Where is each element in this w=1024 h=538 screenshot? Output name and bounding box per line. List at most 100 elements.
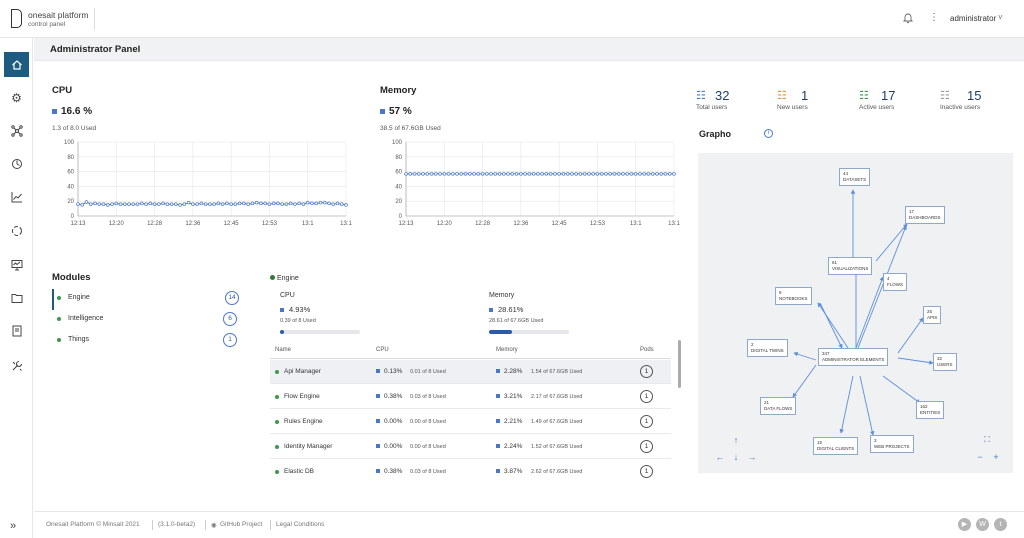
cpu-swatch bbox=[376, 444, 380, 449]
sidebar-item-files[interactable] bbox=[4, 285, 29, 310]
chevron-down-icon[interactable]: ˅ bbox=[998, 13, 1003, 22]
footer-legal-link[interactable]: Legal Conditions bbox=[276, 521, 325, 528]
node-count: 25 bbox=[927, 309, 933, 314]
graph-node-entities[interactable]: 162 ENTITIES bbox=[916, 401, 945, 419]
status-dot bbox=[57, 296, 61, 300]
cpu-swatch bbox=[376, 369, 380, 374]
zoom-in-icon[interactable]: + bbox=[993, 452, 999, 462]
data-point bbox=[195, 202, 199, 206]
data-point bbox=[331, 202, 335, 206]
graph-node-users[interactable]: 32 USERS bbox=[933, 353, 957, 371]
table-row[interactable]: Flow Engine 0.38% 0.03 of 8 Used 3.21% 2… bbox=[270, 385, 671, 409]
module-item-intelligence[interactable]: Intelligence 6 bbox=[52, 310, 242, 331]
data-point bbox=[127, 202, 131, 206]
x-tick-label: 12:28 bbox=[147, 221, 163, 227]
row-pods[interactable]: 1 bbox=[640, 390, 653, 403]
sidebar-item-tools[interactable] bbox=[4, 353, 29, 378]
x-tick-label: 13:1 bbox=[340, 221, 352, 227]
sidebar-item-home[interactable] bbox=[4, 52, 29, 77]
sidebar-item-docs[interactable] bbox=[4, 318, 29, 343]
graph-node-data-flows[interactable]: 21 DATA FLOWS bbox=[760, 397, 797, 415]
node-count: 17 bbox=[909, 209, 915, 214]
sidebar-item-graph[interactable] bbox=[4, 218, 29, 243]
row-pods[interactable]: 1 bbox=[640, 415, 653, 428]
data-point bbox=[489, 172, 493, 176]
data-point bbox=[629, 172, 634, 176]
graph-node-datasets[interactable]: 44 DATASETS bbox=[839, 168, 871, 186]
pan-right-icon[interactable]: → bbox=[747, 452, 757, 462]
node-count: 44 bbox=[843, 171, 849, 176]
youtube-icon[interactable]: ▶ bbox=[958, 518, 971, 531]
engine-cpu-label: CPU bbox=[280, 292, 295, 299]
github-icon: ◉ bbox=[211, 522, 217, 529]
sidebar-item-settings[interactable]: ⚙ bbox=[4, 85, 29, 110]
graph-node-digital-twins[interactable]: 2 DIGITAL TWINS bbox=[747, 339, 788, 357]
fit-view-icon[interactable]: ⛶ bbox=[984, 435, 990, 444]
stat-label: Inactive users bbox=[940, 104, 981, 111]
data-point bbox=[276, 201, 280, 206]
data-point bbox=[271, 201, 276, 206]
data-point bbox=[169, 202, 174, 206]
network-icon bbox=[10, 124, 23, 137]
wordpress-icon[interactable]: W bbox=[976, 518, 989, 531]
table-row[interactable]: Api Manager 0.13% 0.01 of 8 Used 2.28% 1… bbox=[270, 360, 671, 384]
node-count: 21 bbox=[764, 400, 770, 405]
pan-up-icon[interactable]: ↑ bbox=[733, 435, 739, 445]
logo-divider bbox=[94, 8, 95, 30]
graph-node-apis[interactable]: 25 APIS bbox=[923, 306, 942, 324]
zoom-out-icon[interactable]: − bbox=[977, 452, 983, 462]
node-label: DIGITAL TWINS bbox=[751, 348, 784, 353]
sidebar-item-dashboards[interactable] bbox=[4, 151, 29, 176]
table-row[interactable]: Elastic DB 0.38% 0.03 of 8 Used 3.87% 2.… bbox=[270, 460, 671, 484]
y-tick-label: 80 bbox=[395, 155, 402, 161]
row-pods[interactable]: 1 bbox=[640, 365, 653, 378]
row-cpu: 0.13% bbox=[376, 368, 402, 375]
line-chart-icon bbox=[11, 191, 22, 202]
row-cpu-text: 0.38% bbox=[384, 393, 403, 400]
x-tick-label: 12:45 bbox=[224, 221, 240, 227]
info-icon[interactable]: i bbox=[764, 129, 773, 138]
pan-down-icon[interactable]: ↓ bbox=[733, 452, 739, 462]
table-row[interactable]: Rules Engine 0.00% 0.00 of 8 Used 2.21% … bbox=[270, 410, 671, 434]
graph-node-web-projects[interactable]: 3 WEB PROJECTS bbox=[870, 435, 914, 453]
data-point bbox=[80, 203, 85, 207]
grapho-graph[interactable]: 44 DATASETS 17 DASHBOARDS 61 VISUALIZATIONS… bbox=[698, 153, 1013, 473]
module-item-things[interactable]: Things 1 bbox=[52, 331, 242, 352]
data-point bbox=[301, 202, 306, 206]
graph-node-visualizations[interactable]: 61 VISUALIZATIONS bbox=[828, 257, 873, 275]
pan-left-icon[interactable]: ← bbox=[715, 452, 725, 462]
data-point bbox=[288, 201, 293, 206]
table-row[interactable]: Identity Manager 0.00% 0.00 of 8 Used 2.… bbox=[270, 435, 671, 459]
sidebar-item-monitor[interactable] bbox=[4, 252, 29, 277]
row-pods[interactable]: 1 bbox=[640, 465, 653, 478]
data-point bbox=[161, 201, 165, 206]
x-tick-label: 12:53 bbox=[262, 221, 278, 227]
footer-github-link[interactable]: GitHub Project bbox=[220, 521, 263, 528]
data-point bbox=[165, 202, 170, 206]
more-options-icon[interactable]: ⋮ bbox=[929, 12, 939, 23]
row-pods[interactable]: 1 bbox=[640, 440, 653, 453]
data-point bbox=[101, 202, 106, 206]
module-item-engine[interactable]: Engine 14 bbox=[52, 289, 242, 310]
graph-node-flows[interactable]: 4 FLOWS bbox=[883, 273, 908, 291]
graph-node-administrator-elements[interactable]: 347 ADMINISTRATOR ELEMENTS bbox=[818, 348, 889, 366]
table-scrollbar[interactable] bbox=[678, 340, 681, 388]
graph-node-digital-clients[interactable]: 15 DIGITAL CLIENTS bbox=[813, 437, 859, 455]
y-tick-label: 60 bbox=[67, 170, 74, 176]
graph-node-notebooks[interactable]: 9 NOTEBOOKS bbox=[775, 287, 812, 305]
graph-node-dashboards[interactable]: 17 DASHBOARDS bbox=[905, 206, 945, 224]
twitter-icon[interactable]: t bbox=[994, 518, 1007, 531]
data-point bbox=[663, 172, 668, 176]
sidebar-item-network[interactable] bbox=[4, 118, 29, 143]
sidebar: ⚙ » bbox=[0, 38, 33, 538]
sidebar-item-analytics[interactable] bbox=[4, 184, 29, 209]
data-point bbox=[152, 202, 157, 206]
data-point bbox=[280, 202, 284, 206]
expand-sidebar-icon[interactable]: » bbox=[10, 520, 17, 532]
bell-icon[interactable] bbox=[902, 13, 914, 27]
user-menu[interactable]: administrator bbox=[950, 14, 997, 23]
data-point bbox=[429, 172, 434, 176]
logo-icon bbox=[11, 9, 22, 28]
data-point bbox=[599, 172, 604, 176]
node-label: NOTEBOOKS bbox=[779, 296, 808, 301]
